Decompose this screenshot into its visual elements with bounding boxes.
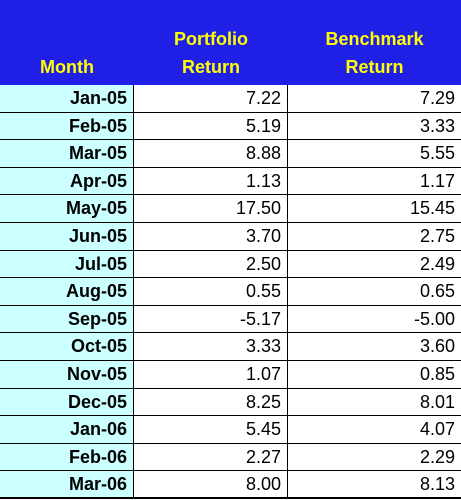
cell-month[interactable]: Mar-05 [0, 140, 134, 168]
cell-portfolio-return[interactable]: 3.70 [134, 222, 288, 251]
cell-portfolio-return[interactable]: -5.17 [134, 305, 288, 334]
cell-month[interactable]: Nov-05 [0, 360, 134, 389]
cell-benchmark-return[interactable]: 1.17 [288, 167, 461, 196]
header-benchmark-return[interactable]: Benchmark Return [288, 0, 461, 85]
cell-portfolio-return[interactable]: 8.00 [134, 471, 288, 499]
cell-benchmark-return[interactable]: 4.07 [288, 416, 461, 444]
cell-benchmark-return[interactable]: 15.45 [288, 195, 461, 223]
table-row: Jan-05 7.22 7.29 [0, 85, 461, 113]
cell-benchmark-return[interactable]: 3.33 [288, 112, 461, 141]
cell-month[interactable]: Jan-06 [0, 416, 134, 444]
header-portfolio-line2: Return [182, 57, 240, 77]
cell-portfolio-return[interactable]: 1.07 [134, 360, 288, 389]
cell-portfolio-return[interactable]: 17.50 [134, 195, 288, 223]
cell-benchmark-return[interactable]: 7.29 [288, 85, 461, 113]
cell-benchmark-return[interactable]: -5.00 [288, 305, 461, 334]
table-header: Month Portfolio Return Benchmark Return [0, 0, 461, 85]
cell-month[interactable]: Jun-05 [0, 222, 134, 251]
cell-portfolio-return[interactable]: 2.27 [134, 443, 288, 472]
header-benchmark-line1: Benchmark [325, 29, 424, 49]
cell-benchmark-return[interactable]: 8.01 [288, 388, 461, 417]
cell-portfolio-return[interactable]: 3.33 [134, 333, 288, 361]
cell-month[interactable]: Oct-05 [0, 333, 134, 361]
cell-month[interactable]: Sep-05 [0, 305, 134, 334]
cell-month[interactable]: May-05 [0, 195, 134, 223]
cell-benchmark-return[interactable]: 0.85 [288, 360, 461, 389]
cell-portfolio-return[interactable]: 5.45 [134, 416, 288, 444]
table-row: Sep-05 -5.17 -5.00 [0, 305, 461, 334]
table-row: Jun-05 3.70 2.75 [0, 222, 461, 251]
cell-portfolio-return[interactable]: 2.50 [134, 250, 288, 279]
cell-month[interactable]: Apr-05 [0, 167, 134, 196]
header-month[interactable]: Month [0, 0, 134, 85]
cell-month[interactable]: Aug-05 [0, 278, 134, 306]
table-row: Mar-06 8.00 8.13 [0, 471, 461, 499]
cell-portfolio-return[interactable]: 5.19 [134, 112, 288, 141]
table-row: Dec-05 8.25 8.01 [0, 388, 461, 417]
cell-month[interactable]: Jul-05 [0, 250, 134, 279]
cell-benchmark-return[interactable]: 2.75 [288, 222, 461, 251]
cell-month[interactable]: Jan-05 [0, 85, 134, 113]
table-row: Jan-06 5.45 4.07 [0, 416, 461, 444]
cell-benchmark-return[interactable]: 2.49 [288, 250, 461, 279]
cell-month[interactable]: Dec-05 [0, 388, 134, 417]
cell-benchmark-return[interactable]: 0.65 [288, 278, 461, 306]
cell-benchmark-return[interactable]: 3.60 [288, 333, 461, 361]
table-row: Mar-05 8.88 5.55 [0, 140, 461, 168]
cell-month[interactable]: Feb-06 [0, 443, 134, 472]
table-row: Jul-05 2.50 2.49 [0, 250, 461, 279]
table-row: Oct-05 3.33 3.60 [0, 333, 461, 361]
table-row: Feb-05 5.19 3.33 [0, 112, 461, 141]
table-row: Feb-06 2.27 2.29 [0, 443, 461, 472]
table-row: Apr-05 1.13 1.17 [0, 167, 461, 196]
header-benchmark-line2: Return [345, 57, 404, 77]
table-row: Nov-05 1.07 0.85 [0, 360, 461, 389]
cell-portfolio-return[interactable]: 0.55 [134, 278, 288, 306]
cell-portfolio-return[interactable]: 1.13 [134, 167, 288, 196]
header-portfolio-return[interactable]: Portfolio Return [134, 0, 288, 85]
cell-benchmark-return[interactable]: 2.29 [288, 443, 461, 472]
cell-month[interactable]: Mar-06 [0, 471, 134, 499]
table-body: Jan-05 7.22 7.29 Feb-05 5.19 3.33 Mar-05… [0, 85, 461, 499]
cell-benchmark-return[interactable]: 5.55 [288, 140, 461, 168]
header-month-label: Month [40, 57, 94, 77]
cell-portfolio-return[interactable]: 8.25 [134, 388, 288, 417]
cell-portfolio-return[interactable]: 7.22 [134, 85, 288, 113]
cell-portfolio-return[interactable]: 8.88 [134, 140, 288, 168]
table-row: Aug-05 0.55 0.65 [0, 278, 461, 306]
header-portfolio-line1: Portfolio [174, 29, 248, 49]
table-row: May-05 17.50 15.45 [0, 195, 461, 223]
cell-benchmark-return[interactable]: 8.13 [288, 471, 461, 499]
cell-month[interactable]: Feb-05 [0, 112, 134, 141]
